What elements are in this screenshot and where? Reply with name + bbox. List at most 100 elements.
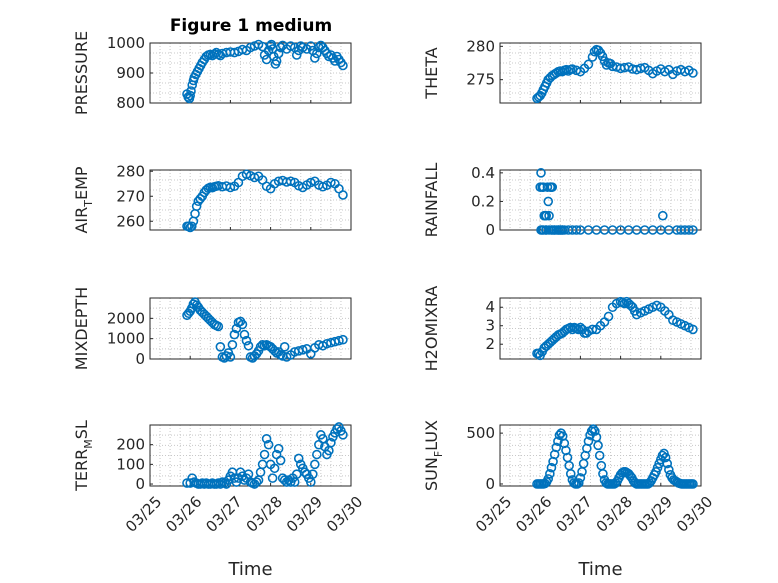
data-point: [308, 469, 318, 479]
data-point: [664, 464, 674, 475]
y-tick-label: 3: [485, 317, 495, 335]
data-point: [588, 424, 599, 434]
y-tick-label: 275: [466, 71, 495, 89]
subplot-pressure: 800 900 1000 PRESSURE: [72, 31, 352, 115]
data-point: [545, 468, 555, 479]
data-point: [229, 329, 240, 340]
data-point: [546, 225, 557, 235]
data-point: [183, 221, 194, 232]
y-axis-label-subscript: F: [432, 451, 445, 457]
data-point: [239, 329, 250, 340]
data-point: [573, 478, 584, 488]
data-point: [571, 225, 582, 235]
subplot-air: 260 270 280 AIRTEMP: [72, 162, 352, 234]
data-point: [338, 334, 348, 345]
y-tick-label: 200: [116, 436, 145, 454]
data-point: [589, 46, 600, 57]
data-point: [338, 430, 348, 440]
y-tick-label: 0.2: [471, 192, 495, 210]
data-point: [565, 468, 576, 479]
data-point: [275, 42, 286, 53]
data-point: [551, 442, 562, 453]
data-point: [619, 298, 630, 309]
y-axis-label-subscript: M: [82, 439, 95, 449]
data-point: [338, 190, 348, 200]
data-point: [594, 450, 605, 461]
y-tick-label: 2000: [107, 309, 145, 327]
subplot-mixdepth: 0 1000 2000 MIXDEPTH: [72, 287, 352, 370]
y-tick-label: 1000: [107, 330, 145, 348]
data-point: [191, 201, 202, 212]
y-tick-label: 0: [485, 221, 495, 239]
data-point: [583, 436, 594, 447]
data-point: [275, 455, 286, 466]
data-point: [597, 51, 608, 62]
subplot-h2omixra: 234 H2OMIXRA: [422, 286, 702, 371]
y-tick-label: 260: [116, 212, 145, 230]
y-tick-label: 900: [116, 64, 145, 82]
subplot-rainfall: 0 0.2 0.4 RAINFALL: [422, 163, 702, 239]
y-axis-label: SUNFLUX: [422, 420, 445, 491]
subplot-theta: 275 280 THETA: [422, 37, 702, 104]
y-tick-label: 500: [466, 424, 495, 442]
y-axis-label: THETA: [422, 47, 441, 99]
data-point: [546, 462, 557, 473]
data-point: [593, 440, 603, 451]
data-point: [293, 453, 304, 464]
data-point: [326, 177, 336, 188]
data-point: [185, 90, 195, 101]
data-point: [215, 341, 226, 352]
data-point: [334, 335, 344, 346]
data-point: [297, 345, 308, 355]
data-point: [587, 52, 598, 62]
data-point: [279, 341, 290, 352]
data-point: [662, 458, 673, 469]
y-axis-label: PRESSURE: [72, 31, 91, 115]
data-point: [542, 182, 553, 192]
data-point: [590, 426, 600, 436]
data-point: [561, 64, 572, 75]
y-tick-label: 280: [116, 162, 145, 180]
y-axis-label: TERRMSL: [72, 420, 95, 492]
data-point: [237, 319, 248, 330]
data-point: [601, 60, 612, 70]
data-point: [251, 477, 262, 487]
data-point: [225, 182, 236, 193]
data-point: [688, 225, 698, 235]
data-point: [658, 210, 668, 221]
data-point: [243, 340, 254, 351]
data-point: [688, 324, 698, 335]
data-point: [684, 225, 694, 235]
axes-box: [499, 297, 702, 360]
data-point: [312, 449, 322, 460]
data-point: [326, 437, 336, 448]
y-tick-label: 280: [466, 37, 495, 55]
axes-box: [499, 42, 702, 104]
data-point: [598, 468, 608, 479]
y-tick-label: 0: [135, 475, 145, 493]
y-tick-label: 1000: [107, 34, 145, 52]
y-axis-label-subscript: T: [82, 200, 95, 208]
y-tick-label: 100: [116, 455, 145, 473]
y-axis-label-tail: LUX: [422, 420, 441, 451]
y-tick-label: 0.4: [471, 164, 495, 182]
data-point: [310, 459, 320, 470]
data-point: [229, 47, 240, 58]
y-axis-label: MIXDEPTH: [72, 287, 91, 370]
data-point: [215, 479, 226, 489]
y-axis-label: AIRTEMP: [72, 166, 95, 233]
data-point: [543, 474, 554, 484]
x-axis-label: Time: [227, 559, 272, 580]
data-point: [310, 53, 320, 63]
data-point: [553, 436, 563, 447]
data-point: [688, 479, 698, 489]
axes-box: [499, 424, 702, 487]
data-point: [225, 352, 236, 362]
y-tick-label: 270: [116, 187, 145, 205]
data-point: [291, 50, 302, 60]
data-point: [688, 68, 698, 78]
data-point: [586, 426, 597, 436]
data-point: [557, 225, 568, 235]
y-tick-label: 0: [485, 475, 495, 493]
